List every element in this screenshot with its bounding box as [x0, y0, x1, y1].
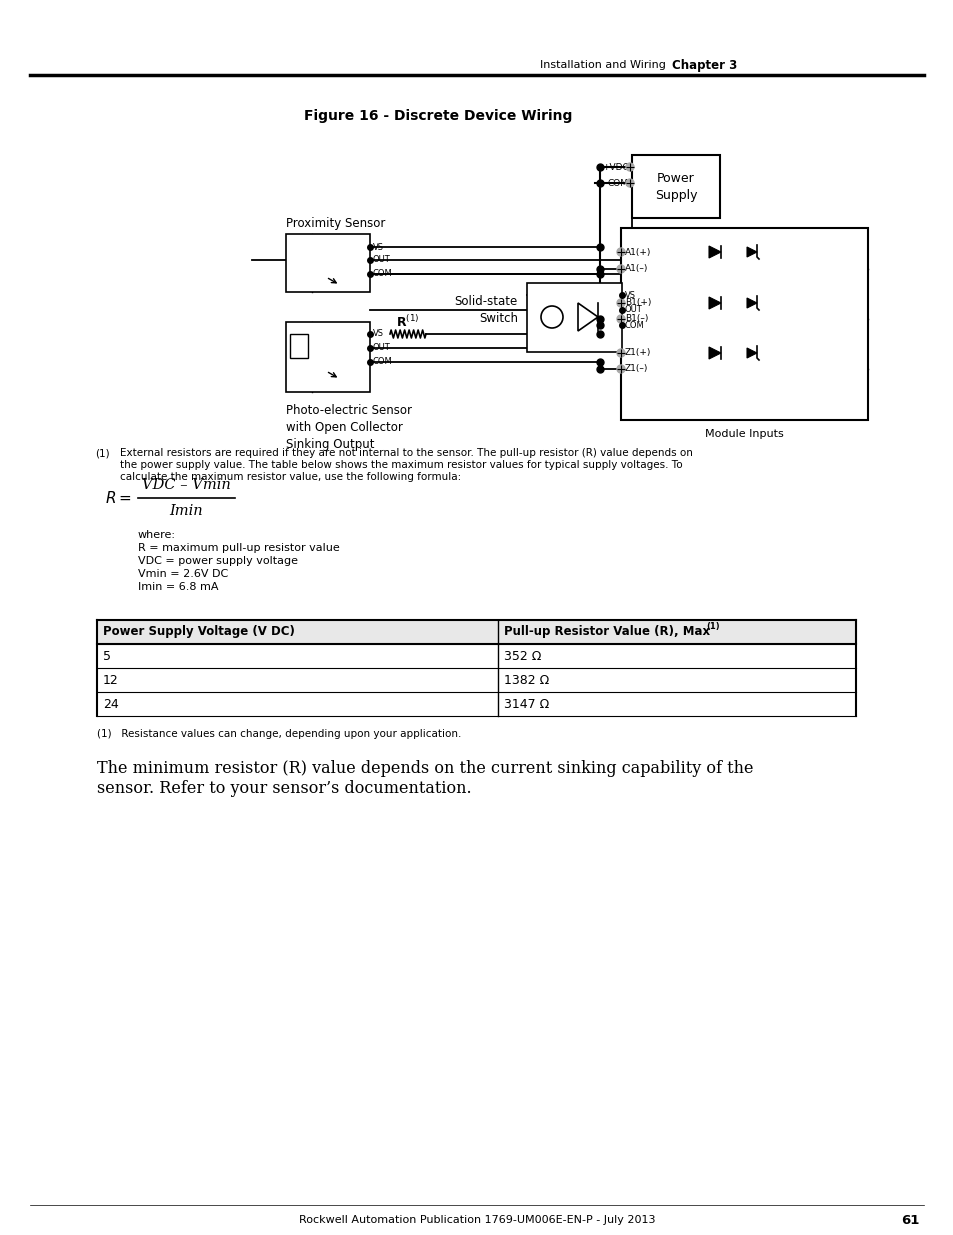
Text: Imin: Imin	[170, 504, 203, 517]
Text: Power Supply Voltage (V DC): Power Supply Voltage (V DC)	[103, 625, 294, 638]
Text: The minimum resistor (R) value depends on the current sinking capability of the: The minimum resistor (R) value depends o…	[97, 760, 753, 777]
Circle shape	[617, 266, 624, 273]
Text: (1)   Resistance values can change, depending upon your application.: (1) Resistance values can change, depend…	[97, 729, 461, 739]
Text: VS: VS	[624, 290, 636, 300]
Text: Proximity Sensor: Proximity Sensor	[286, 216, 385, 230]
Polygon shape	[708, 347, 720, 359]
Bar	[286, 322, 370, 391]
Text: (1): (1)	[705, 621, 719, 631]
Bar	[290, 333, 308, 358]
Text: 1382 Ω: 1382 Ω	[503, 673, 549, 687]
Text: B1(–): B1(–)	[624, 315, 648, 324]
Text: B1(+): B1(+)	[624, 299, 651, 308]
Polygon shape	[708, 296, 720, 309]
Bar	[631, 156, 720, 219]
Text: Pull-up Resistor Value (R), Max: Pull-up Resistor Value (R), Max	[503, 625, 709, 638]
Text: the power supply value. The table below shows the maximum resistor values for ty: the power supply value. The table below …	[120, 459, 682, 471]
Circle shape	[617, 315, 624, 324]
Text: OUT: OUT	[373, 343, 391, 352]
Text: 61: 61	[901, 1214, 919, 1226]
Text: A1(–): A1(–)	[624, 264, 648, 273]
Circle shape	[625, 179, 634, 186]
Text: Vmin = 2.6V DC: Vmin = 2.6V DC	[138, 569, 228, 579]
Text: VDC = power supply voltage: VDC = power supply voltage	[138, 556, 297, 566]
Text: sensor. Refer to your sensor’s documentation.: sensor. Refer to your sensor’s documenta…	[97, 781, 471, 797]
Text: $R=$: $R=$	[105, 490, 132, 506]
Text: VS: VS	[373, 330, 384, 338]
Text: Z1(–): Z1(–)	[624, 364, 648, 373]
Text: Power
Supply: Power Supply	[654, 172, 697, 201]
Text: Z1(+): Z1(+)	[624, 348, 651, 357]
Polygon shape	[708, 246, 720, 258]
Text: Module Inputs: Module Inputs	[704, 429, 783, 438]
Text: COM: COM	[607, 179, 628, 188]
Text: 3147 Ω: 3147 Ω	[503, 698, 549, 710]
Text: Imin = 6.8 mA: Imin = 6.8 mA	[138, 582, 218, 592]
Circle shape	[617, 366, 624, 373]
Text: Figure 16 - Discrete Device Wiring: Figure 16 - Discrete Device Wiring	[304, 109, 572, 124]
Circle shape	[625, 163, 634, 170]
Text: calculate the maximum resistor value, use the following formula:: calculate the maximum resistor value, us…	[120, 472, 460, 482]
Circle shape	[617, 248, 624, 256]
Text: A1(+): A1(+)	[624, 247, 651, 257]
Text: $\mathbf{R}^{(1)}$: $\mathbf{R}^{(1)}$	[395, 314, 419, 330]
Text: VS: VS	[373, 242, 384, 252]
Text: Rockwell Automation Publication 1769-UM006E-EN-P - July 2013: Rockwell Automation Publication 1769-UM0…	[298, 1215, 655, 1225]
Text: (1): (1)	[95, 448, 110, 458]
Text: 12: 12	[103, 673, 118, 687]
Text: Chapter 3: Chapter 3	[671, 58, 737, 72]
Text: COM: COM	[373, 269, 393, 279]
Text: External resistors are required if they are not internal to the sensor. The pull: External resistors are required if they …	[120, 448, 692, 458]
Bar	[526, 283, 621, 352]
Text: Solid-state
Switch: Solid-state Switch	[455, 295, 517, 325]
Text: OUT: OUT	[624, 305, 642, 315]
Text: Photo-electric Sensor
with Open Collector
Sinking Output: Photo-electric Sensor with Open Collecto…	[286, 404, 412, 451]
Text: VDC – Vmin: VDC – Vmin	[142, 478, 231, 492]
Polygon shape	[746, 298, 757, 308]
Text: +VDC: +VDC	[601, 163, 628, 172]
Text: 5: 5	[103, 650, 111, 662]
Text: 352 Ω: 352 Ω	[503, 650, 540, 662]
Text: COM: COM	[373, 357, 393, 367]
Bar	[286, 233, 370, 291]
Polygon shape	[746, 247, 757, 257]
Bar	[620, 228, 867, 420]
Circle shape	[617, 299, 624, 308]
Text: 24: 24	[103, 698, 118, 710]
Polygon shape	[578, 303, 598, 331]
Text: R = maximum pull-up resistor value: R = maximum pull-up resistor value	[138, 543, 339, 553]
Text: OUT: OUT	[373, 256, 391, 264]
Circle shape	[617, 350, 624, 357]
Text: COM: COM	[624, 321, 644, 330]
Text: where:: where:	[138, 530, 175, 540]
Polygon shape	[746, 348, 757, 358]
Text: Installation and Wiring: Installation and Wiring	[539, 61, 665, 70]
